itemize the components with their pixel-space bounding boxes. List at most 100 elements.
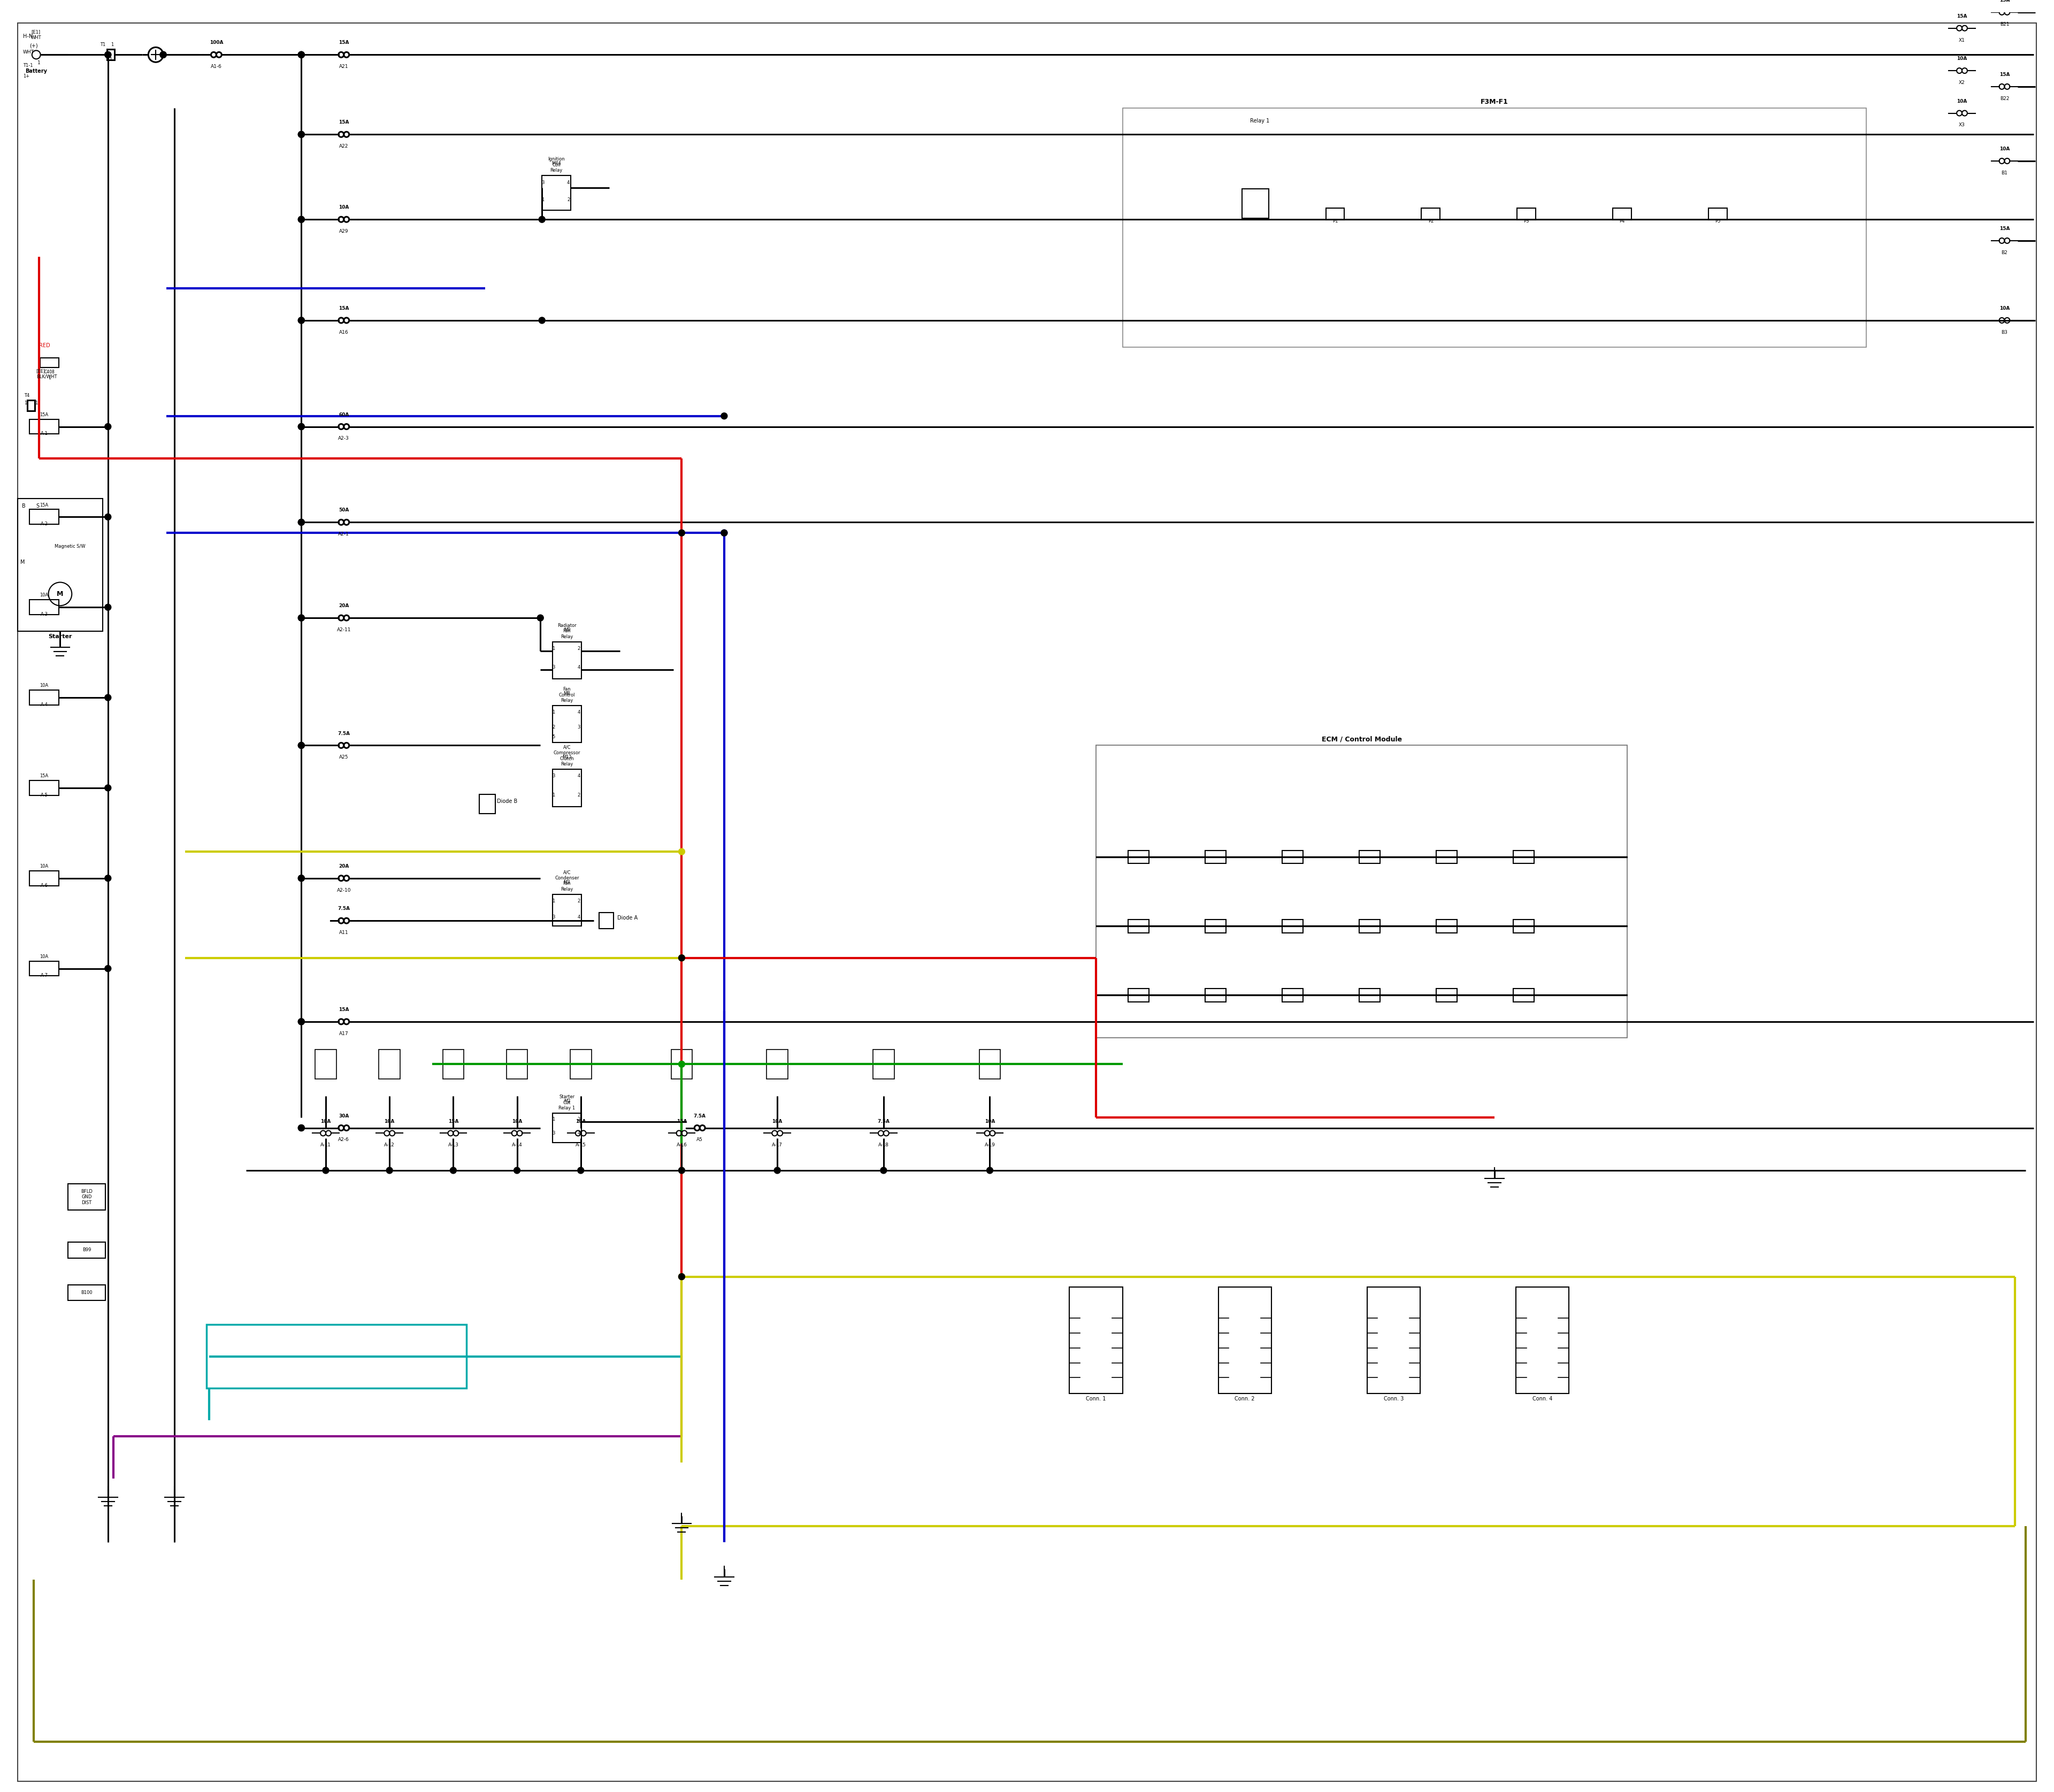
Text: P3: P3 [1524,219,1528,224]
Text: 1: 1 [553,900,555,903]
Text: 60A: 60A [339,412,349,418]
Text: 15A: 15A [339,306,349,310]
Bar [442,1050,464,1079]
Bar [1282,989,1302,1002]
Text: A-5: A-5 [41,792,47,797]
Text: B99: B99 [82,1247,90,1253]
Text: B100: B100 [80,1290,92,1296]
Text: WHT: WHT [23,50,35,56]
Text: A25: A25 [339,754,349,760]
Text: 3: 3 [553,665,555,670]
Text: Magnetic S/W: Magnetic S/W [55,545,86,548]
Text: 15A: 15A [1999,0,2009,2]
Text: RED: RED [39,342,49,348]
Text: X1: X1 [1960,38,1966,43]
Text: A11: A11 [339,930,349,935]
Bar [1514,919,1534,932]
Text: BFLD
GND
DIST: BFLD GND DIST [80,1190,92,1204]
Bar [1243,188,1269,219]
Bar [1124,108,1867,348]
Text: A-L2: A-L2 [384,1143,394,1147]
Text: 15A: 15A [339,41,349,45]
Text: M: M [21,559,25,564]
Text: 7.5A: 7.5A [877,1118,889,1124]
Text: 30A: 30A [339,1113,349,1118]
Bar [205,1324,466,1389]
Bar [1282,851,1302,864]
Text: 7.5A: 7.5A [694,1113,707,1118]
Text: 10A: 10A [575,1118,585,1124]
Text: Conn. 4: Conn. 4 [1532,1396,1553,1401]
Bar [29,690,60,704]
Bar [29,961,60,977]
Circle shape [678,1167,684,1174]
Bar [1206,851,1226,864]
Circle shape [298,217,304,222]
Bar [553,642,581,679]
Text: A-7: A-7 [41,973,47,978]
Text: 1+: 1+ [23,73,29,79]
Text: 15A: 15A [448,1118,458,1124]
Text: A-L9: A-L9 [984,1143,994,1147]
Circle shape [105,423,111,430]
Circle shape [105,52,111,57]
Text: 3: 3 [553,916,555,919]
Circle shape [721,530,727,536]
Text: 10A: 10A [772,1118,783,1124]
Text: Relay 1: Relay 1 [1251,118,1269,124]
Circle shape [160,52,166,57]
Circle shape [298,52,304,57]
Text: A1-6: A1-6 [212,65,222,70]
Text: A29: A29 [339,229,349,233]
Circle shape [678,1061,684,1068]
Bar [980,1050,1000,1079]
Circle shape [298,1018,304,1025]
Text: M2: M2 [563,1098,571,1104]
Text: A21: A21 [339,65,349,70]
Text: Diode A: Diode A [618,916,639,921]
Text: A-L6: A-L6 [676,1143,686,1147]
Text: 2: 2 [577,645,581,650]
Text: F3M-F1: F3M-F1 [1481,99,1508,106]
Text: 1: 1 [542,197,544,202]
Bar [1360,989,1380,1002]
Bar [1612,208,1631,220]
Text: C408
1: C408 1 [45,369,55,380]
Text: 10A: 10A [39,683,49,688]
Text: A-6: A-6 [41,883,47,887]
Text: A/C
Compressor
Clutch
Relay: A/C Compressor Clutch Relay [553,745,581,767]
Circle shape [298,1125,304,1131]
Text: A-L1: A-L1 [320,1143,331,1147]
Text: M11: M11 [563,754,571,760]
Text: P4: P4 [1619,219,1625,224]
Circle shape [450,1167,456,1174]
Text: Starter: Starter [47,634,72,640]
Text: A17: A17 [339,1030,349,1036]
Text: H-N: H-N [23,34,33,39]
Circle shape [538,317,544,324]
Text: S: S [37,504,39,509]
Bar [479,794,495,814]
Circle shape [105,785,111,790]
Text: B: B [23,504,25,509]
Circle shape [298,217,304,222]
Text: B1: B1 [2001,170,2007,176]
Circle shape [386,1167,392,1174]
Text: A2-6: A2-6 [339,1138,349,1142]
Text: A-L8: A-L8 [879,1143,889,1147]
Circle shape [105,694,111,701]
Circle shape [298,423,304,430]
Text: 10A: 10A [320,1118,331,1124]
Text: 3: 3 [577,724,581,729]
Bar [672,1050,692,1079]
Circle shape [298,742,304,749]
Text: T1: T1 [101,43,105,47]
Text: 1: 1 [35,401,37,405]
Bar [1709,208,1727,220]
Text: A-L5: A-L5 [575,1143,585,1147]
Text: 4: 4 [577,710,581,715]
Bar [1518,208,1536,220]
Text: A2-11: A2-11 [337,627,351,633]
Text: B22: B22 [2001,97,2009,100]
Bar [314,1050,337,1079]
